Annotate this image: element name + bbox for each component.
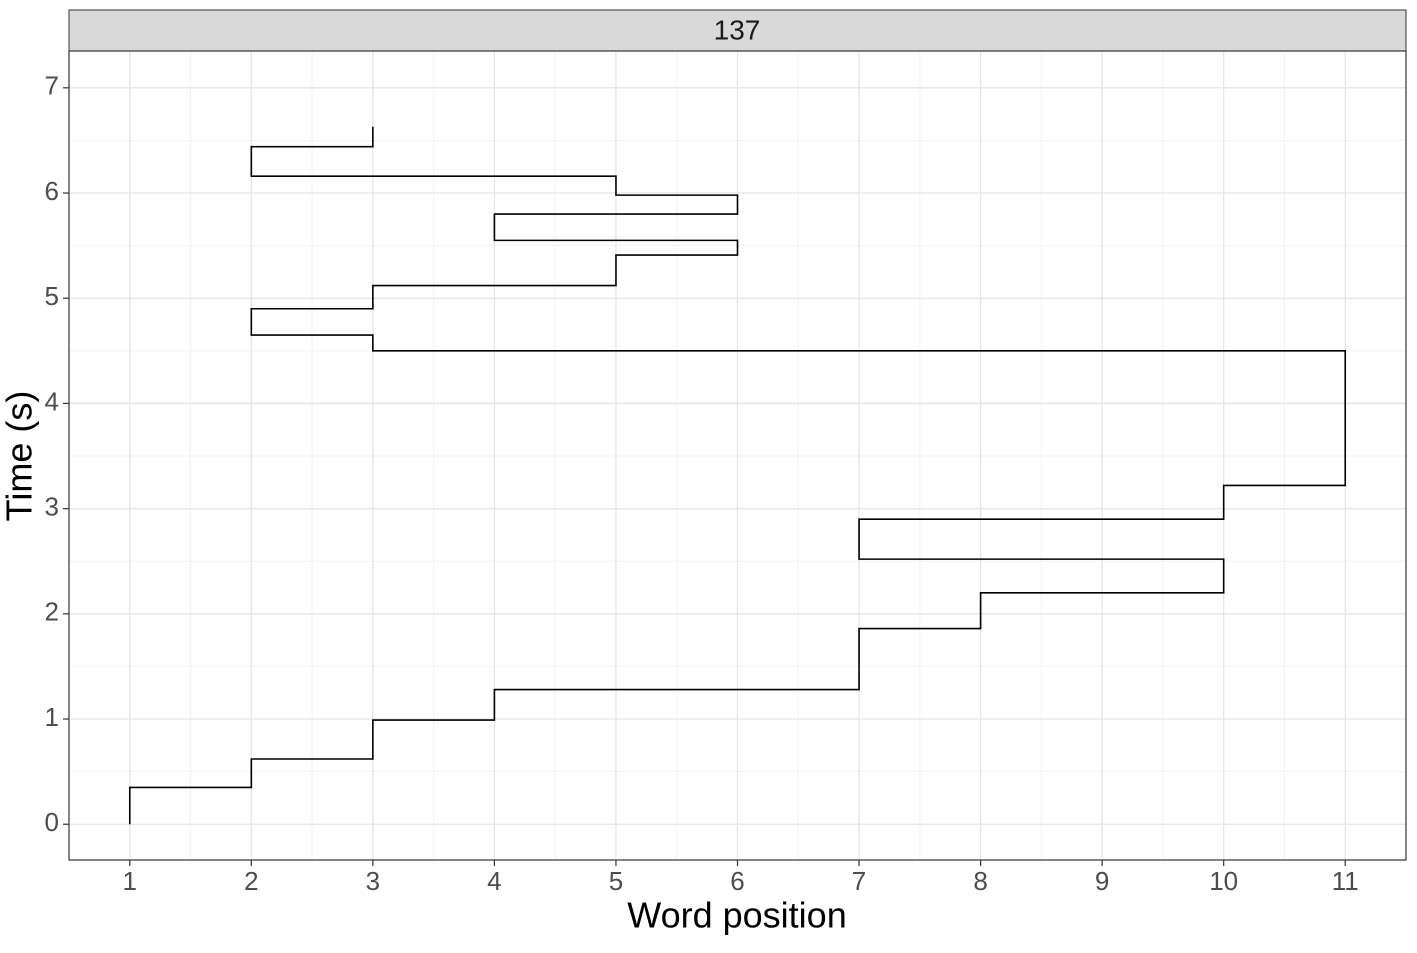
- x-tick-label: 6: [730, 866, 744, 896]
- strip-title: 137: [714, 14, 761, 45]
- y-tick-label: 5: [45, 281, 59, 311]
- y-tick-label: 6: [45, 176, 59, 206]
- x-axis-title: Word position: [627, 895, 846, 936]
- y-tick-label: 7: [45, 71, 59, 101]
- y-tick-label: 4: [45, 386, 59, 416]
- scanpath-line: [128, 126, 1347, 825]
- y-tick-label: 3: [45, 492, 59, 522]
- x-tick-label: 1: [123, 866, 137, 896]
- x-tick-label: 3: [366, 866, 380, 896]
- x-tick-label: 5: [609, 866, 623, 896]
- x-tick-label: 7: [852, 866, 866, 896]
- y-axis-title: Time (s): [0, 391, 40, 522]
- x-tick-label: 2: [244, 866, 258, 896]
- x-tick-label: 8: [973, 866, 987, 896]
- x-tick-label: 4: [487, 866, 501, 896]
- strip: [68, 9, 1407, 52]
- x-tick-label: 11: [1332, 866, 1359, 896]
- grid: [69, 51, 1406, 860]
- y-tick-label: 2: [45, 597, 59, 627]
- x-tick-label: 10: [1209, 866, 1238, 896]
- y-tick-label: 1: [45, 702, 59, 732]
- x-tick-label: 9: [1095, 866, 1109, 896]
- marks: [128, 126, 1347, 825]
- y-tick-label: 0: [45, 807, 59, 837]
